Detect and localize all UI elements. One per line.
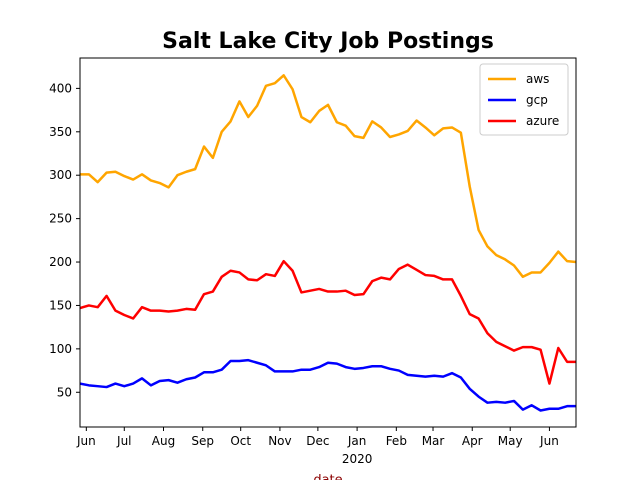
series-azure xyxy=(80,261,576,384)
x-tick-label: Oct xyxy=(230,434,251,448)
y-tick-label: 350 xyxy=(49,125,72,139)
series-line-azure xyxy=(80,261,576,383)
x-tick-label: Mar xyxy=(422,434,445,448)
series-line-gcp xyxy=(80,360,576,410)
x-tick-label: Jun xyxy=(539,434,559,448)
x-tick-label: Jul xyxy=(116,434,131,448)
x-year-label: 2020 xyxy=(342,452,373,466)
y-tick-label: 100 xyxy=(49,342,72,356)
y-tick-label: 250 xyxy=(49,212,72,226)
x-tick-label: Jun xyxy=(76,434,96,448)
x-tick-label: Jan xyxy=(347,434,367,448)
legend-label-azure: azure xyxy=(526,114,559,128)
y-tick-label: 150 xyxy=(49,298,72,312)
x-axis-label: date xyxy=(313,473,342,480)
y-tick-label: 50 xyxy=(57,385,72,399)
legend-label-gcp: gcp xyxy=(526,93,548,107)
y-tick-label: 400 xyxy=(49,81,72,95)
x-tick-label: Sep xyxy=(191,434,214,448)
x-tick-label: Aug xyxy=(152,434,175,448)
legend-label-aws: aws xyxy=(526,72,549,86)
series-gcp xyxy=(80,360,576,411)
x-tick-label: Nov xyxy=(268,434,291,448)
x-tick-label: Dec xyxy=(306,434,329,448)
x-tick-label: Apr xyxy=(462,434,483,448)
x-tick-label: May xyxy=(498,434,523,448)
x-tick-label: Feb xyxy=(386,434,407,448)
chart-title: Salt Lake City Job Postings xyxy=(162,29,494,54)
y-tick-label: 200 xyxy=(49,255,72,269)
y-tick-label: 300 xyxy=(49,168,72,182)
